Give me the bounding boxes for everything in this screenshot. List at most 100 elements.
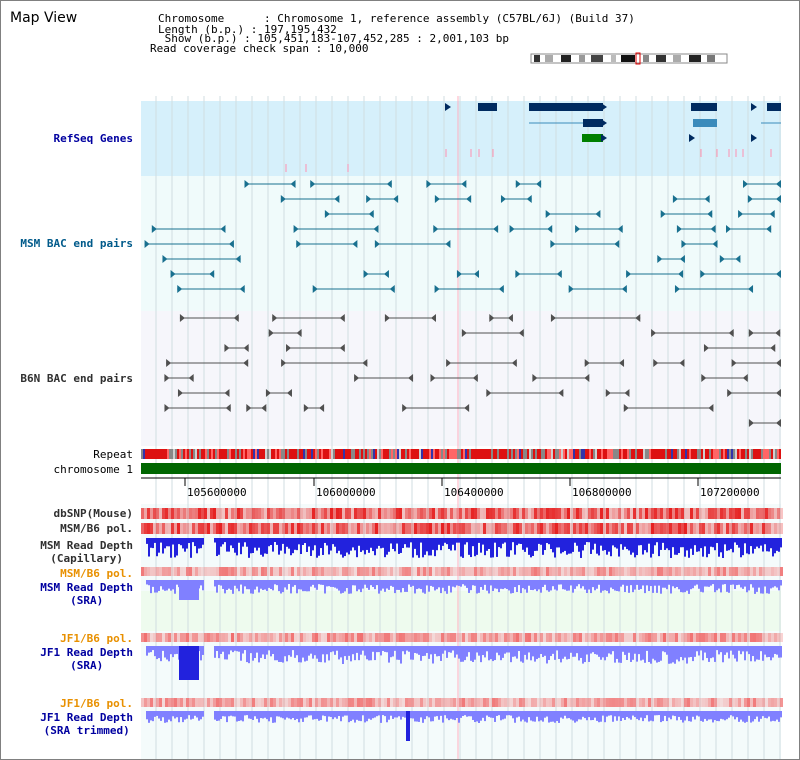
jf1-b6-pol-trim-cell (384, 698, 387, 707)
jf1-b6-pol-trim-cell (633, 698, 636, 707)
msm-b6-pol-sra-cell (681, 567, 684, 576)
msm-b6-pol-cell (537, 523, 540, 534)
jf1-depth-trim-bar (322, 711, 324, 716)
msm-depth-sra-bar (602, 580, 604, 591)
jf1-depth-sra-bar (658, 646, 660, 662)
jf1-depth-sra-bar (276, 646, 278, 661)
msm-depth-sra-bar (342, 580, 344, 593)
msm-depth-cap-bar (558, 538, 560, 548)
jf1-depth-sra-bar (602, 646, 604, 658)
msm-depth-sra-bar (268, 580, 270, 588)
msm-b6-pol-sra-cell (228, 567, 231, 576)
track-label-jf1-b6-pol[interactable]: JF1/B6 pol. (60, 632, 133, 645)
track-label-msm-b6-pol[interactable]: MSM/B6 pol. (60, 522, 133, 535)
jf1-b6-pol-cell (240, 633, 243, 642)
track-label-b6n-bac[interactable]: B6N BAC end pairs (20, 372, 133, 385)
jf1-depth-sra-bar (522, 646, 524, 663)
jf1-b6-pol-cell (609, 633, 612, 642)
msm-b6-pol-sra-cell (471, 567, 474, 576)
msm-b6-pol-sra-cell (543, 567, 546, 576)
repeat-segment (239, 449, 241, 459)
axis-tick-label: 106000000 (316, 486, 376, 499)
jf1-depth-trim-bar (582, 711, 584, 717)
jf1-depth-trim-bar (540, 711, 542, 721)
msm-b6-pol-cell (291, 523, 294, 534)
jf1-b6-pol-trim-cell (360, 698, 363, 707)
msm-b6-pol-cell (690, 523, 693, 534)
jf1-b6-pol-trim-cell (438, 698, 441, 707)
track-label-jf1-depth-sra[interactable]: JF1 Read Depth (SRA) (40, 646, 133, 672)
msm-b6-pol-cell (183, 523, 186, 534)
msm-depth-sra-bar (530, 580, 532, 590)
jf1-b6-pol-cell (189, 633, 192, 642)
b6n-bac-end (770, 344, 776, 352)
dbsnp-cell (288, 508, 291, 519)
msm-bac-end (614, 240, 620, 248)
track-label-msm-depth-sra[interactable]: MSM Read Depth (SRA) (40, 581, 133, 607)
track-label-jf1-b6-pol-trimmed[interactable]: JF1/B6 pol. (60, 697, 133, 710)
msm-depth-sra-bar (772, 580, 774, 588)
msm-b6-pol-cell (168, 523, 171, 534)
jf1-b6-pol-trim-cell (399, 698, 402, 707)
repeat-segment (733, 449, 735, 459)
msm-depth-sra-bar (472, 580, 474, 586)
track-label-jf1-depth-trimmed[interactable]: JF1 Read Depth (SRA trimmed) (40, 711, 133, 737)
jf1-depth-sra-bar (594, 646, 596, 655)
dbsnp-cell (534, 508, 537, 519)
msm-b6-pol-cell (141, 523, 144, 534)
jf1-depth-trim-bar (688, 711, 690, 722)
jf1-depth-sra-bar (552, 646, 554, 654)
msm-depth-cap-bar (716, 538, 718, 544)
track-label-repeat[interactable]: Repeat (93, 448, 133, 461)
repeat-segment (317, 449, 319, 459)
jf1-depth-sra-bar (242, 646, 244, 654)
track-label-chromosome[interactable]: chromosome 1 (53, 463, 133, 476)
jf1-b6-pol-trim-cell (576, 698, 579, 707)
msm-b6-pol-sra-cell (573, 567, 576, 576)
msm-bac-end (509, 225, 515, 233)
msm-depth-cap-bar (200, 538, 202, 549)
jf1-depth-trim-bar (594, 711, 596, 718)
msm-b6-pol-sra-cell (186, 567, 189, 576)
repeat-segment (683, 449, 685, 459)
msm-depth-sra-bar (174, 580, 176, 594)
jf1-b6-pol-trim-cell (741, 698, 744, 707)
dbsnp-cell (582, 508, 585, 519)
msm-b6-pol-sra-cell (258, 567, 261, 576)
track-label-msm-bac[interactable]: MSM BAC end pairs (20, 237, 133, 250)
dbsnp-cell (570, 508, 573, 519)
dbsnp-cell (324, 508, 327, 519)
msm-b6-pol-sra-cell (618, 567, 621, 576)
jf1-depth-trim-bar (290, 711, 292, 720)
msm-b6-pol-cell (279, 523, 282, 534)
dbsnp-cell (207, 508, 210, 519)
track-label-dbsnp[interactable]: dbSNP(Mouse) (53, 507, 133, 520)
jf1-depth-sra-bar (252, 646, 254, 661)
msm-depth-cap-bar (300, 538, 302, 555)
repeat-segment (621, 449, 623, 459)
msm-depth-cap-bar (286, 538, 288, 547)
jf1-depth-sra-bar (442, 646, 444, 654)
msm-depth-cap-bar (772, 538, 774, 557)
msm-b6-pol-sra-cell (690, 567, 693, 576)
msm-b6-pol-cell (225, 523, 228, 534)
track-label-msm-depth-capillary[interactable]: MSM Read Depth (Capillary) (40, 539, 133, 565)
jf1-b6-pol-trim-cell (522, 698, 525, 707)
repeat-segment (529, 449, 531, 459)
jf1-depth-trim-bar (770, 711, 772, 722)
jf1-depth-trim-bar (630, 711, 632, 720)
msm-b6-pol-cell (396, 523, 399, 534)
msm-b6-pol-sra-cell (780, 567, 783, 576)
repeat-segment (671, 449, 673, 459)
dbsnp-cell (201, 508, 204, 519)
track-label-refseq[interactable]: RefSeq Genes (53, 132, 133, 145)
track-label-msm-b6-pol-sra[interactable]: MSM/B6 pol. (60, 567, 133, 580)
jf1-depth-sra-bar (430, 646, 432, 655)
jf1-depth-trim-bar (610, 711, 612, 716)
msm-b6-pol-cell (714, 523, 717, 534)
repeat-segment (573, 449, 575, 459)
jf1-b6-pol-trim-cell (336, 698, 339, 707)
jf1-depth-sra-bar (426, 646, 428, 654)
jf1-depth-trim-bar (654, 711, 656, 716)
